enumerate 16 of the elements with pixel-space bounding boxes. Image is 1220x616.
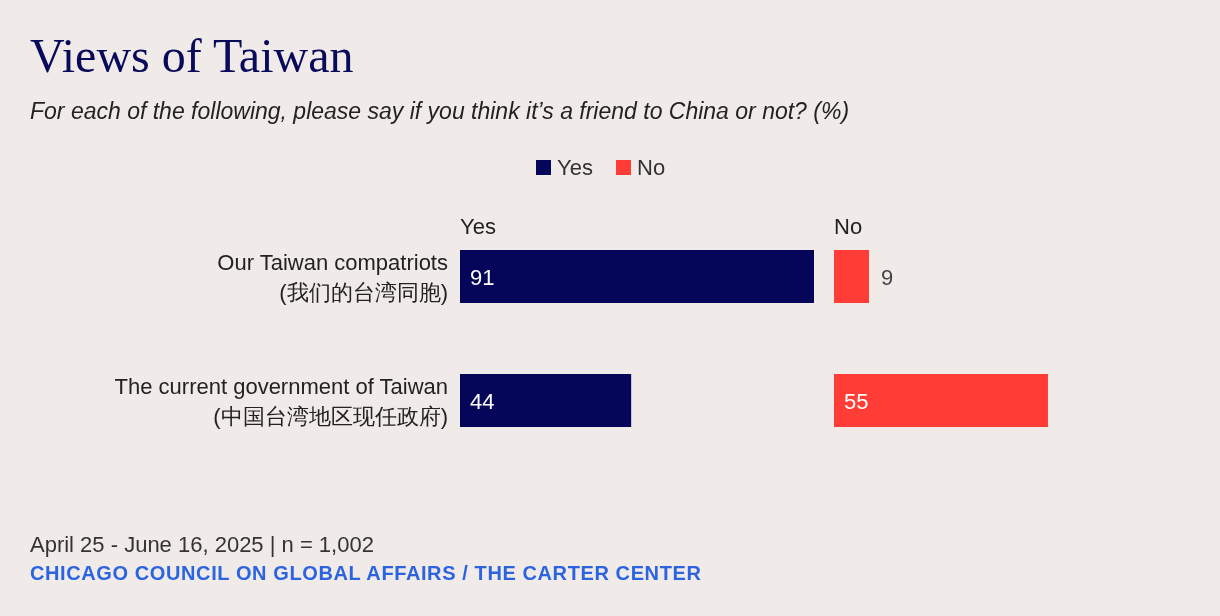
data-label: 9 bbox=[881, 264, 894, 290]
data-label: 91 bbox=[470, 264, 495, 290]
annotation: April 25 - June 16, 2025 | n = 1,002 bbox=[30, 532, 374, 557]
legend: Yes bbox=[536, 155, 593, 180]
legend: No bbox=[616, 155, 666, 180]
legend-label: No bbox=[637, 155, 666, 180]
title: Views of Taiwan bbox=[30, 29, 354, 82]
category-label: The current government of Taiwan (中国台湾地区现任政府) bbox=[114, 373, 448, 429]
annotation: CHICAGO COUNCIL ON GLOBAL AFFAIRS / THE CARTER CENTER bbox=[30, 562, 702, 584]
subtitle: For each of the following, please say if you think it’s a friend to China or not? (%) bbox=[30, 98, 850, 124]
data-label: 55 bbox=[844, 388, 869, 414]
series-header: Yes bbox=[460, 214, 496, 239]
category-label: Our Taiwan compatriots (我们的台湾同胞) bbox=[217, 249, 448, 305]
legend-label: Yes bbox=[557, 155, 593, 180]
data-label: 44 bbox=[470, 388, 495, 414]
series-header: No bbox=[834, 214, 863, 239]
